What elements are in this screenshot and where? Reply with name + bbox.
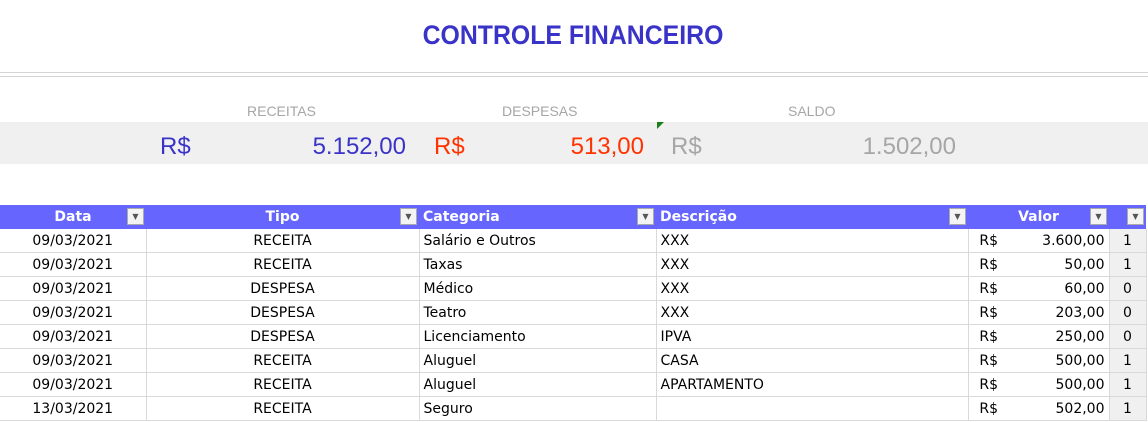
table-row: 09/03/2021 RECEITA Taxas XXX R$ 50,00 1 <box>0 252 1147 277</box>
type-cell[interactable]: DESPESA <box>146 300 420 325</box>
date-cell[interactable]: 09/03/2021 <box>0 276 147 301</box>
category-cell[interactable]: Taxas <box>419 252 657 277</box>
table-row: 09/03/2021 DESPESA Licenciamento IPVA R$ 250,… <box>0 324 1147 349</box>
receitas-currency: R$ <box>160 133 191 160</box>
saldo-label: SALDO <box>788 103 836 119</box>
column-header[interactable]: Tipo ▼ <box>146 205 419 229</box>
value-cell[interactable]: 500,00 <box>1009 372 1110 397</box>
receitas-value: 5.152,00 <box>312 133 406 160</box>
category-cell[interactable]: Aluguel <box>419 372 657 397</box>
description-cell[interactable]: IPVA <box>656 324 969 349</box>
date-cell[interactable]: 09/03/2021 <box>0 300 147 325</box>
despesas-label: DESPESAS <box>502 103 578 119</box>
flag-cell[interactable]: 1 <box>1109 348 1147 373</box>
filter-dropdown-icon[interactable]: ▼ <box>1127 208 1144 225</box>
table-row: 09/03/2021 RECEITA Aluguel CASA R$ 500,00 1 <box>0 348 1147 373</box>
flag-cell[interactable]: 1 <box>1109 372 1147 397</box>
divider <box>0 72 1148 77</box>
transactions-table: Data ▼ Tipo ▼ Categoria ▼ Descrição ▼ Valor ▼ ▼ 09… <box>0 205 1147 421</box>
currency-cell[interactable]: R$ <box>968 229 1009 253</box>
summary-band <box>0 122 1148 164</box>
type-cell[interactable]: RECEITA <box>146 252 420 277</box>
saldo-value: 1.502,00 <box>862 133 956 160</box>
table-row: 09/03/2021 DESPESA Médico XXX R$ 60,00 0 <box>0 276 1147 301</box>
table-row: 09/03/2021 DESPESA Teatro XXX R$ 203,00 0 <box>0 300 1147 325</box>
flag-cell[interactable]: 1 <box>1109 229 1147 253</box>
description-cell[interactable]: XXX <box>656 229 969 253</box>
currency-cell[interactable]: R$ <box>968 396 1009 421</box>
date-cell[interactable]: 13/03/2021 <box>0 396 147 421</box>
type-cell[interactable]: RECEITA <box>146 348 420 373</box>
value-cell[interactable]: 50,00 <box>1009 252 1110 277</box>
column-header[interactable]: Data ▼ <box>0 205 146 229</box>
value-cell[interactable]: 3.600,00 <box>1009 229 1110 253</box>
value-cell[interactable]: 502,00 <box>1009 396 1110 421</box>
filter-dropdown-icon[interactable]: ▼ <box>637 208 654 225</box>
description-cell[interactable] <box>656 396 969 421</box>
currency-cell[interactable]: R$ <box>968 276 1009 301</box>
saldo-currency: R$ <box>671 133 702 160</box>
type-cell[interactable]: RECEITA <box>146 372 420 397</box>
category-cell[interactable]: Aluguel <box>419 348 657 373</box>
currency-cell[interactable]: R$ <box>968 300 1009 325</box>
date-cell[interactable]: 09/03/2021 <box>0 229 147 253</box>
date-cell[interactable]: 09/03/2021 <box>0 348 147 373</box>
table-row: 09/03/2021 RECEITA Aluguel APARTAMENTO R$ 500… <box>0 372 1147 397</box>
column-header[interactable]: Categoria ▼ <box>419 205 656 229</box>
category-cell[interactable]: Licenciamento <box>419 324 657 349</box>
value-cell[interactable]: 250,00 <box>1009 324 1110 349</box>
table-row: 09/03/2021 RECEITA Salário e Outros XXX R$ 3.… <box>0 229 1147 253</box>
description-cell[interactable]: APARTAMENTO <box>656 372 969 397</box>
value-cell[interactable]: 60,00 <box>1009 276 1110 301</box>
category-cell[interactable]: Salário e Outros <box>419 229 657 253</box>
category-cell[interactable]: Médico <box>419 276 657 301</box>
column-header-label: Descrição <box>660 209 737 225</box>
flag-cell[interactable]: 0 <box>1109 300 1147 325</box>
column-header[interactable]: Descrição ▼ <box>656 205 968 229</box>
comment-indicator-icon <box>657 122 664 129</box>
date-cell[interactable]: 09/03/2021 <box>0 324 147 349</box>
currency-cell[interactable]: R$ <box>968 252 1009 277</box>
value-cell[interactable]: 500,00 <box>1009 348 1110 373</box>
column-header-label: Categoria <box>423 209 500 225</box>
flag-cell[interactable]: 0 <box>1109 276 1147 301</box>
category-cell[interactable]: Teatro <box>419 300 657 325</box>
description-cell[interactable]: XXX <box>656 252 969 277</box>
flag-cell[interactable]: 0 <box>1109 324 1147 349</box>
date-cell[interactable]: 09/03/2021 <box>0 372 147 397</box>
currency-cell[interactable]: R$ <box>968 372 1009 397</box>
filter-dropdown-icon[interactable]: ▼ <box>1090 208 1107 225</box>
category-cell[interactable]: Seguro <box>419 396 657 421</box>
description-cell[interactable]: CASA <box>656 348 969 373</box>
column-header[interactable]: Valor ▼ <box>968 205 1109 229</box>
column-header-label: Data <box>54 209 92 225</box>
type-cell[interactable]: RECEITA <box>146 229 420 253</box>
despesas-value: 513,00 <box>570 133 644 160</box>
filter-dropdown-icon[interactable]: ▼ <box>949 208 966 225</box>
date-cell[interactable]: 09/03/2021 <box>0 252 147 277</box>
type-cell[interactable]: DESPESA <box>146 276 420 301</box>
despesas-currency: R$ <box>434 133 465 160</box>
column-header[interactable]: ▼ <box>1109 205 1146 229</box>
description-cell[interactable]: XXX <box>656 300 969 325</box>
receitas-label: RECEITAS <box>247 103 316 119</box>
value-cell[interactable]: 203,00 <box>1009 300 1110 325</box>
flag-cell[interactable]: 1 <box>1109 396 1147 421</box>
filter-dropdown-icon[interactable]: ▼ <box>400 208 417 225</box>
flag-cell[interactable]: 1 <box>1109 252 1147 277</box>
column-header-label: Tipo <box>265 209 300 225</box>
filter-dropdown-icon[interactable]: ▼ <box>127 208 144 225</box>
column-header-label: Valor <box>1018 209 1059 225</box>
type-cell[interactable]: DESPESA <box>146 324 420 349</box>
description-cell[interactable]: XXX <box>656 276 969 301</box>
type-cell[interactable]: RECEITA <box>146 396 420 421</box>
currency-cell[interactable]: R$ <box>968 324 1009 349</box>
currency-cell[interactable]: R$ <box>968 348 1009 373</box>
page-title: CONTROLE FINANCEIRO <box>422 20 724 50</box>
table-row: 13/03/2021 RECEITA Seguro R$ 502,00 1 <box>0 396 1147 421</box>
